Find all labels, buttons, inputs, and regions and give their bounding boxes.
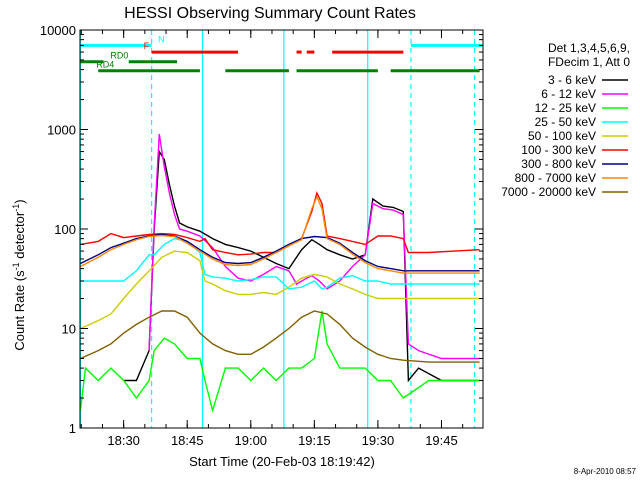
y-tick-label-2: 10 (62, 322, 76, 337)
legend-label-2: 6 - 12 keV (541, 87, 596, 101)
y-axis-label: Count Rate (s-1 detector-1) (11, 199, 27, 350)
flag-label-rd0: RD0 (110, 51, 128, 61)
chart-title: HESSI Observing Summary Count Rates (124, 5, 416, 22)
x-tick-label-5: 19:30 (362, 433, 395, 448)
legend-header-line-1: Det 1,3,4,5,6,9, (548, 41, 630, 55)
series-line-2 (148, 133, 480, 360)
x-tick-label-2: 18:45 (171, 433, 204, 448)
flag-label-rd4: RD4 (96, 60, 114, 70)
plot-area (80, 30, 480, 428)
series-line-4 (80, 237, 480, 290)
y-axis-label-main: Count Rate (s (12, 270, 27, 351)
y-axis-label-end: ) (12, 199, 27, 203)
y-tick-label-3: 100 (54, 222, 76, 237)
axes: 18:30 18:45 19:00 19:15 19:30 19:45 1 10 100 1000… (40, 23, 484, 448)
y-axis-label-sup2: -1 (11, 204, 21, 212)
y-axis-label-sup1: -1 (11, 262, 21, 270)
series-line-8 (80, 195, 480, 274)
x-tick-label-4: 19:15 (298, 433, 331, 448)
legend-label-6: 100 - 300 keV (521, 143, 596, 157)
series-line-1 (123, 149, 480, 383)
x-tick-label-3: 19:00 (235, 433, 268, 448)
x-axis-label: Start Time (20-Feb-03 18:19:42) (189, 454, 375, 469)
legend-label-8: 800 - 7000 keV (515, 171, 596, 185)
legend-label-9: 7000 - 20000 keV (501, 185, 596, 199)
y-tick-label-1: 1 (69, 421, 76, 436)
y-axis-label-mid: detector (12, 211, 27, 262)
legend-label-4: 25 - 50 keV (535, 115, 596, 129)
legend: Det 1,3,4,5,6,9, FDecim 1, Att 0 3 - 6 k… (501, 41, 630, 199)
legend-header-line-2: FDecim 1, Att 0 (548, 55, 630, 69)
footer-date: 8-Apr-2010 08:57 (574, 467, 637, 476)
y-tick-label-5: 10000 (40, 23, 76, 38)
legend-label-1: 3 - 6 keV (548, 73, 596, 87)
x-tick-label-1: 18:30 (107, 433, 140, 448)
series-line-3 (80, 310, 480, 414)
legend-label-3: 12 - 25 keV (535, 101, 596, 115)
series-line-9 (80, 310, 480, 363)
x-tick-label-6: 19:45 (425, 433, 458, 448)
flag-label-n: N (158, 34, 165, 44)
legend-label-5: 50 - 100 keV (528, 129, 596, 143)
flag-label-f: F (144, 41, 150, 51)
y-tick-label-4: 1000 (47, 123, 76, 138)
series-line-5 (80, 250, 480, 330)
legend-label-7: 300 - 800 keV (521, 157, 596, 171)
